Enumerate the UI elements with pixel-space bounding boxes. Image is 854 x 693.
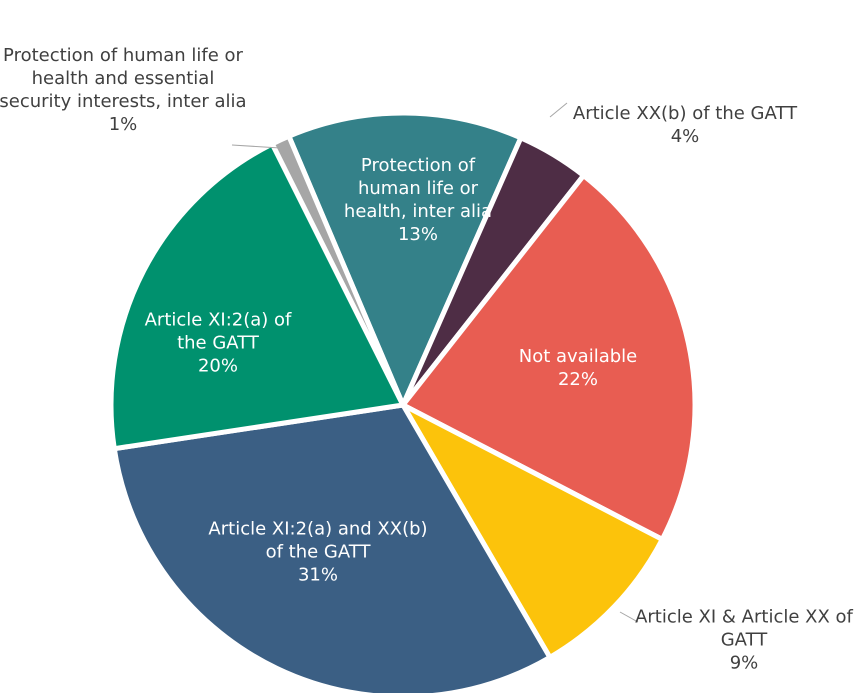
leader-line — [549, 102, 568, 118]
category-name: Article XI & Article XX of GATT — [635, 606, 853, 651]
leader-line — [619, 611, 639, 623]
pie-slice — [400, 402, 665, 660]
value-label: 31% — [297, 564, 338, 586]
value-label: 4% — [670, 126, 700, 147]
slice-label: Article XI & Article XX of GATT 9% — [624, 606, 854, 675]
slice-label: Article XI:2(a) of the GATT 20% — [128, 309, 308, 378]
pie-slice — [108, 141, 406, 452]
leader-line — [231, 144, 281, 149]
value-label: 13% — [397, 224, 438, 245]
pie-slice — [111, 402, 553, 693]
slice-label: Article XX(b) of the GATT 4% — [560, 102, 810, 148]
category-name: Article XI:2(a) of the GATT — [144, 309, 292, 354]
slice-label: Article XI:2(a) and XX(b) of the GATT 31% — [203, 518, 433, 587]
slice-label: Protection of human life or health and e… — [0, 44, 248, 136]
pie-slice — [400, 173, 698, 542]
category-name: Protection of human life or health and e… — [0, 45, 247, 112]
slice-label: Protection of human life or health, inte… — [333, 154, 503, 246]
value-label: 20% — [197, 355, 238, 377]
category-name: Protection of human life or health, inte… — [343, 155, 493, 222]
slice-label: Not available 22% — [493, 345, 663, 391]
value-label: 9% — [729, 652, 759, 674]
category-name: Article XI:2(a) and XX(b) of the GATT — [208, 518, 428, 563]
value-label: 22% — [557, 369, 598, 390]
pie-slice — [269, 133, 406, 408]
pie-slice — [286, 110, 524, 408]
value-label: 1% — [108, 114, 138, 135]
category-name: Not available — [518, 346, 638, 367]
category-name: Article XX(b) of the GATT — [572, 103, 798, 124]
